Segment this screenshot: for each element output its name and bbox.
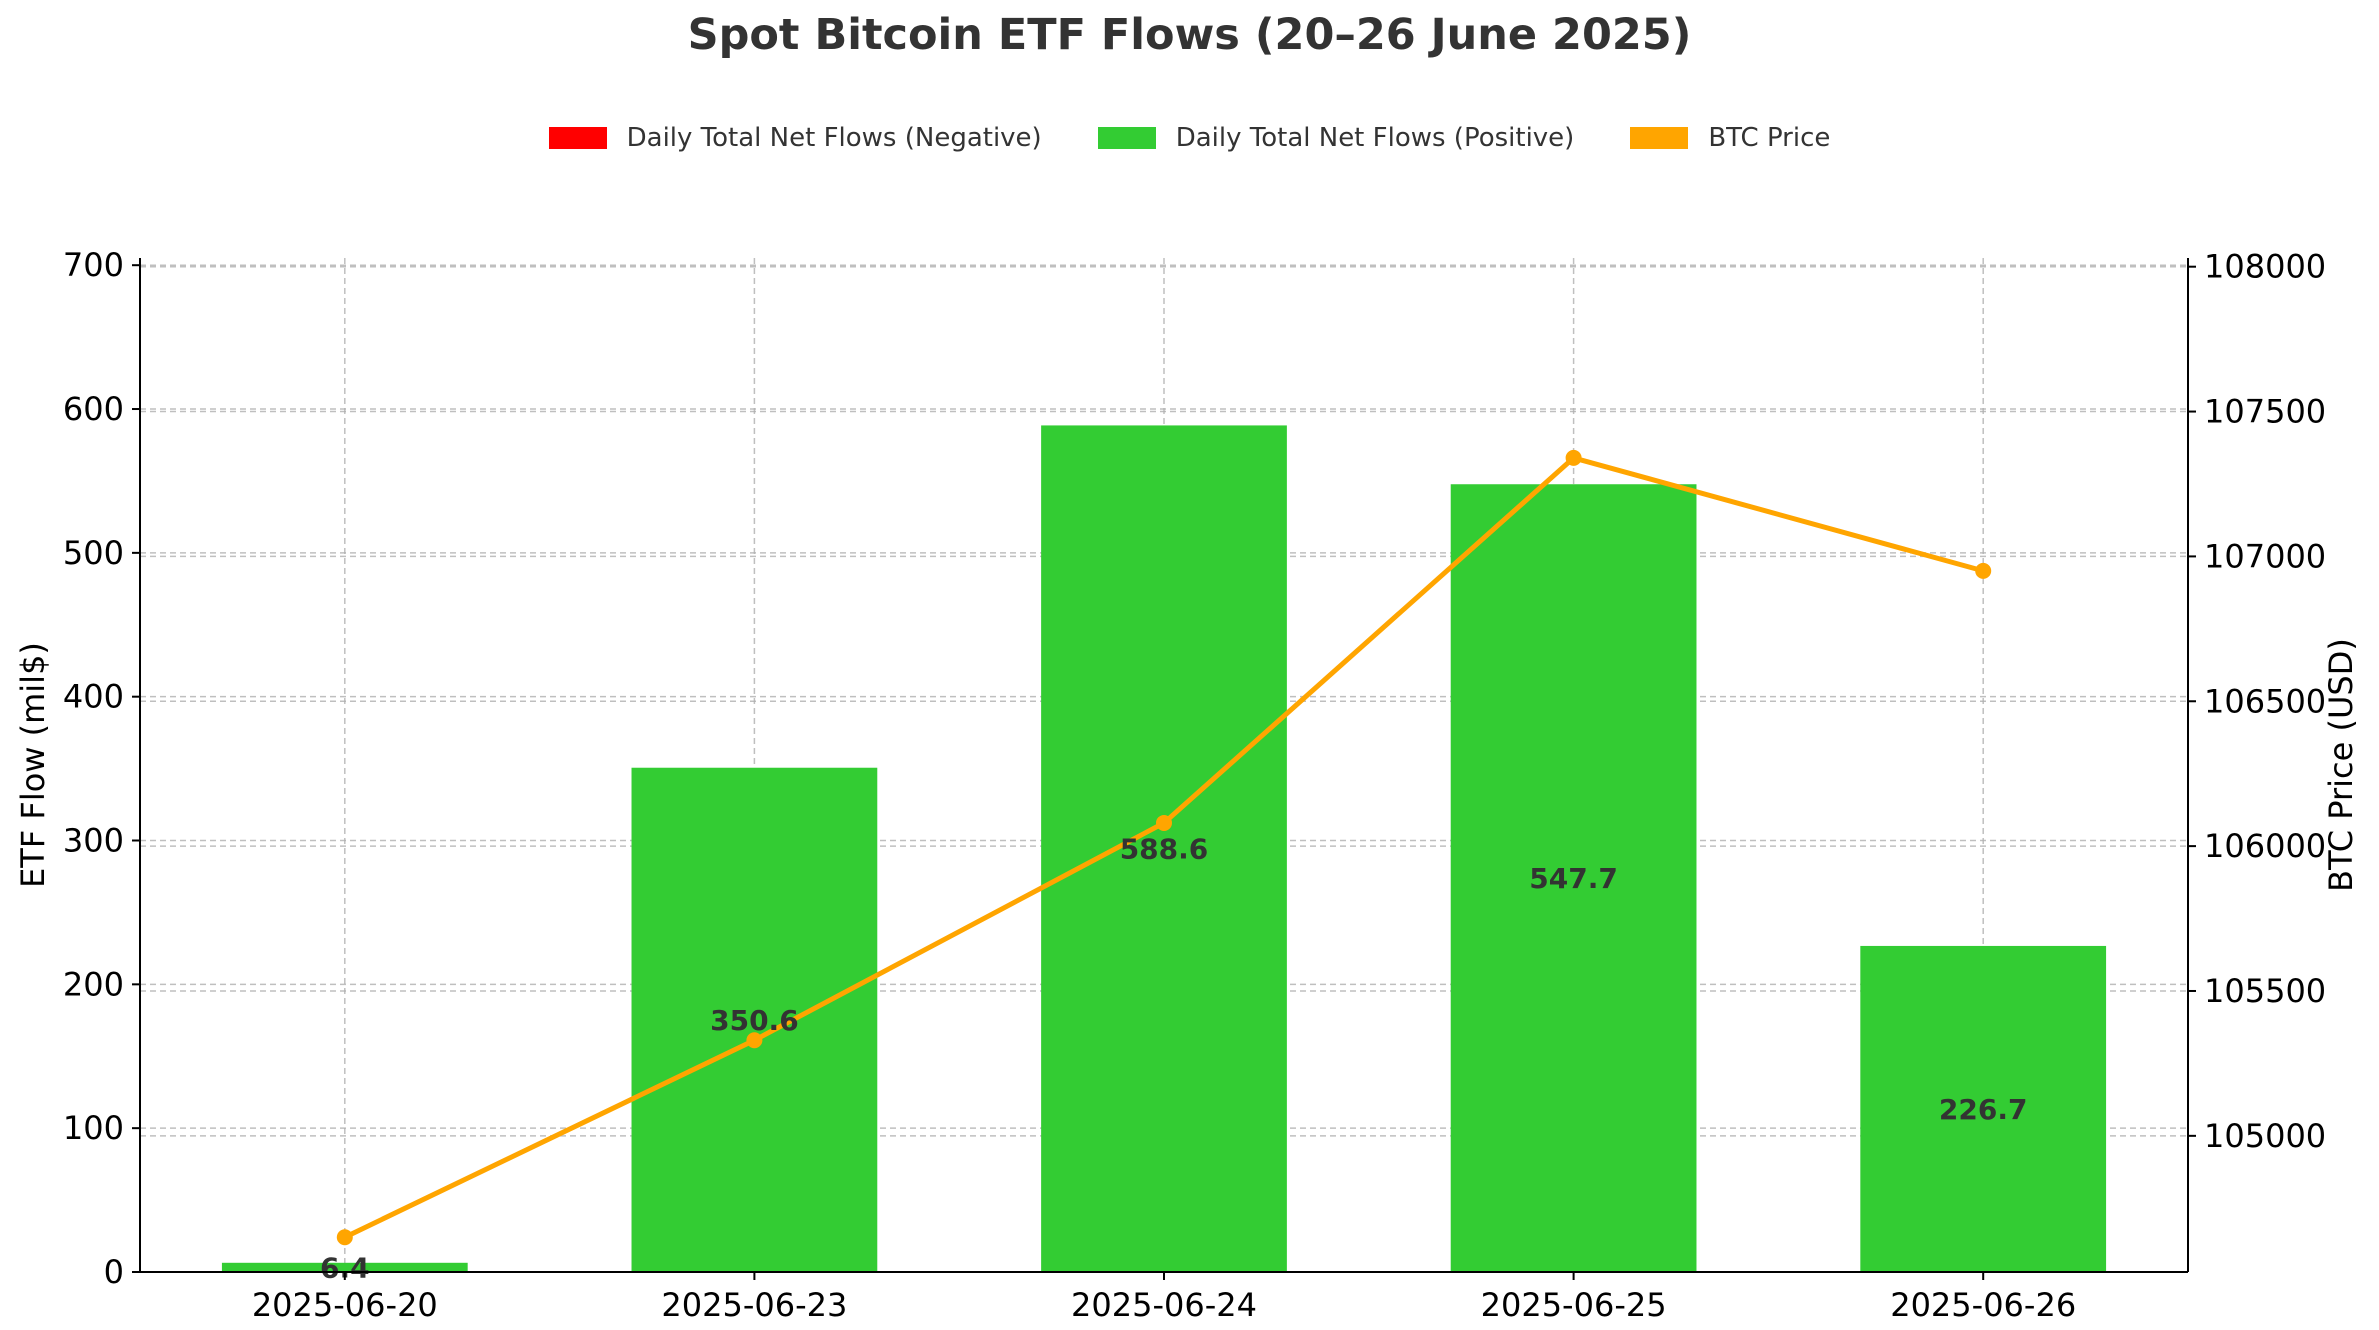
- chart-title: Spot Bitcoin ETF Flows (20–26 June 2025): [687, 10, 1692, 60]
- left-tick-label-300: 300: [63, 822, 124, 860]
- legend-label-negative: Daily Total Net Flows (Negative): [626, 123, 1042, 153]
- bar-2025-06-26: [1860, 945, 2107, 1272]
- right-tick-label-107500: 107500: [2204, 393, 2326, 431]
- bar-2025-06-24: [1041, 425, 1287, 1273]
- left-tick-label-500: 500: [63, 534, 124, 572]
- legend-swatch-negative: [548, 127, 607, 149]
- right-tick-label-108000: 108000: [2204, 248, 2326, 286]
- right-tick-label-106500: 106500: [2204, 682, 2326, 720]
- legend-label-positive: Daily Total Net Flows (Positive): [1175, 123, 1575, 153]
- bar-2025-06-20: [221, 1262, 468, 1272]
- legend-item-btc-price: BTC Price: [1630, 123, 1830, 153]
- x-tick-label-2025-06-20: 2025-06-20: [252, 1286, 438, 1324]
- legend-item-positive: Daily Total Net Flows (Positive): [1097, 123, 1575, 153]
- bar-value-label-2025-06-24: 588.6: [1120, 833, 1209, 866]
- legend-swatch-positive: [1097, 127, 1156, 149]
- left-tick-label-100: 100: [63, 1109, 124, 1147]
- bar-value-label-2025-06-25: 547.7: [1529, 862, 1618, 895]
- right-tick-label-106000: 106000: [2204, 827, 2326, 865]
- y-axis-title-right: BTC Price (USD): [2322, 638, 2360, 892]
- left-tick-label-400: 400: [63, 678, 124, 716]
- x-tick-label-2025-06-23: 2025-06-23: [661, 1286, 847, 1324]
- btc-price-point-2025-06-20: [336, 1229, 353, 1246]
- x-tick-label-2025-06-24: 2025-06-24: [1071, 1286, 1257, 1324]
- bar-value-label-2025-06-23: 350.6: [710, 1004, 799, 1037]
- legend-item-negative: Daily Total Net Flows (Negative): [548, 123, 1042, 153]
- bar-value-label-2025-06-26: 226.7: [1939, 1093, 2028, 1126]
- y-axis-title-left: ETF Flow (mil$): [14, 642, 52, 888]
- legend-label-btc-price: BTC Price: [1708, 123, 1831, 153]
- left-tick-label-0: 0: [104, 1253, 124, 1291]
- x-tick-label-2025-06-25: 2025-06-25: [1481, 1286, 1667, 1324]
- bar-2025-06-25: [1450, 484, 1697, 1272]
- btc-price-point-2025-06-23: [746, 1032, 763, 1049]
- left-tick-label-600: 600: [63, 390, 124, 428]
- left-tick-label-700: 700: [63, 246, 124, 284]
- legend-swatch-btc-price: [1630, 127, 1689, 149]
- btc-price-point-2025-06-26: [1975, 562, 1992, 579]
- right-tick-label-107000: 107000: [2204, 537, 2326, 575]
- left-tick-label-200: 200: [63, 965, 124, 1003]
- bar-2025-06-23: [631, 767, 878, 1272]
- btc-price-point-2025-06-25: [1565, 449, 1582, 466]
- legend: Daily Total Net Flows (Negative) Daily T…: [0, 118, 2379, 158]
- right-tick-label-105000: 105000: [2204, 1117, 2326, 1155]
- btc-price-point-2025-06-24: [1156, 814, 1172, 831]
- x-tick-label-2025-06-26: 2025-06-26: [1890, 1286, 2076, 1324]
- right-tick-label-105500: 105500: [2204, 972, 2326, 1010]
